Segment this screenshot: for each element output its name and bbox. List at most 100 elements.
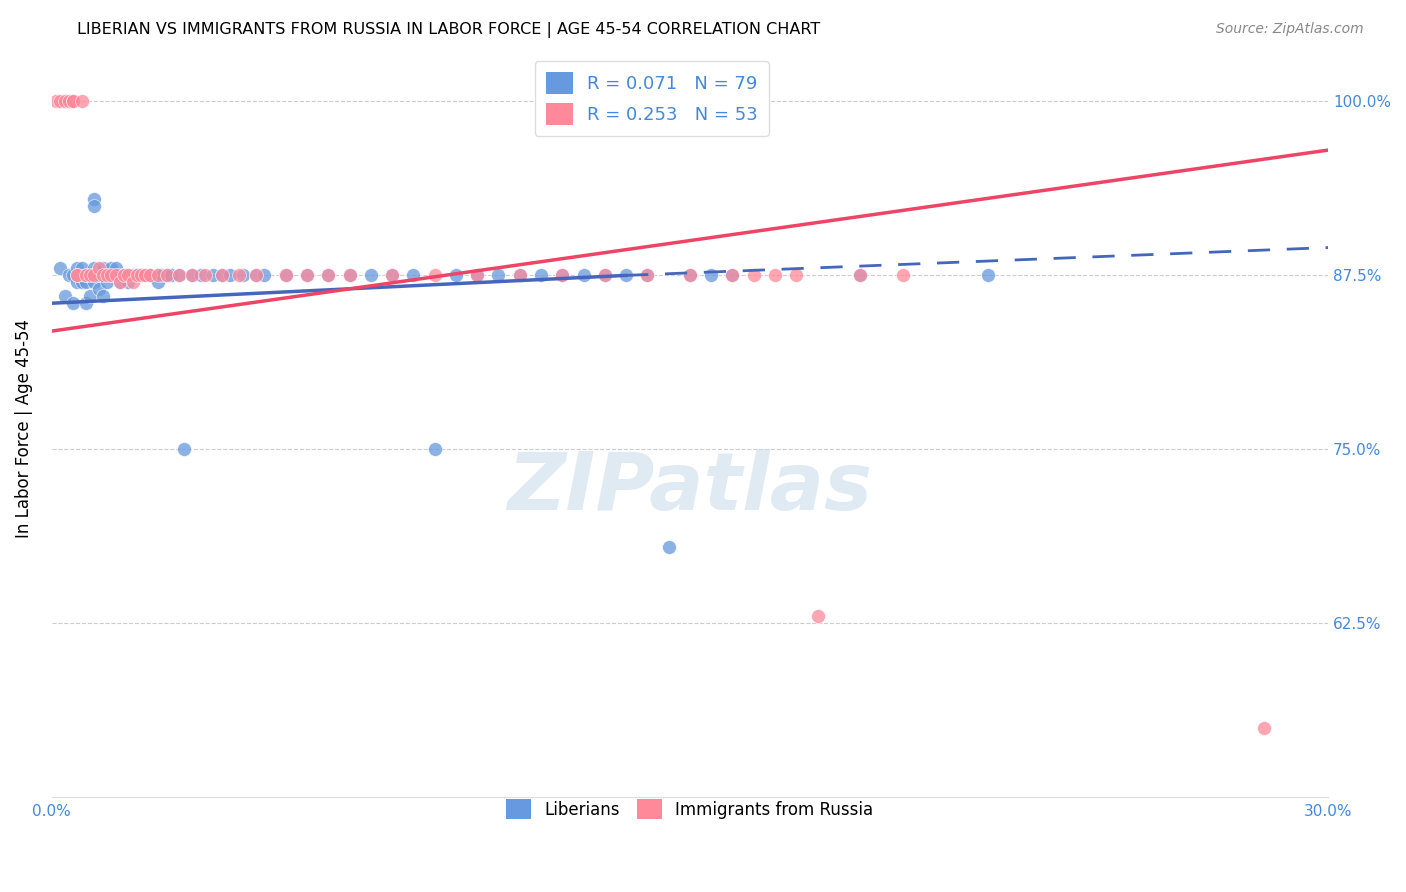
Point: [70, 268, 93, 283]
Point: [274, 268, 297, 283]
Point: [465, 268, 488, 283]
Point: [381, 268, 404, 283]
Point: [593, 268, 616, 283]
Text: ZIPatlas: ZIPatlas: [508, 449, 873, 526]
Point: [202, 268, 225, 283]
Point: [806, 609, 828, 624]
Point: [551, 268, 574, 283]
Point: [75, 268, 97, 283]
Point: [79, 289, 101, 303]
Point: [91, 261, 114, 276]
Point: [117, 268, 139, 283]
Point: [444, 268, 467, 283]
Point: [121, 268, 143, 283]
Point: [211, 268, 233, 283]
Point: [104, 268, 127, 283]
Text: Source: ZipAtlas.com: Source: ZipAtlas.com: [1216, 22, 1364, 37]
Point: [488, 268, 510, 283]
Point: [679, 268, 702, 283]
Point: [58, 95, 80, 109]
Point: [173, 442, 195, 457]
Point: [83, 268, 105, 283]
Point: [112, 268, 135, 283]
Point: [658, 540, 681, 554]
Y-axis label: In Labor Force | Age 45-54: In Labor Force | Age 45-54: [15, 319, 32, 538]
Point: [108, 276, 131, 290]
Point: [232, 268, 254, 283]
Point: [551, 268, 574, 283]
Point: [83, 276, 105, 290]
Point: [849, 268, 872, 283]
Point: [45, 95, 67, 109]
Point: [66, 268, 89, 283]
Point: [104, 261, 127, 276]
Point: [70, 95, 93, 109]
Point: [721, 268, 744, 283]
Point: [274, 268, 297, 283]
Point: [91, 268, 114, 283]
Point: [75, 296, 97, 310]
Point: [636, 268, 658, 283]
Point: [66, 268, 89, 283]
Point: [75, 268, 97, 283]
Point: [402, 268, 425, 283]
Point: [100, 268, 122, 283]
Point: [763, 268, 786, 283]
Point: [121, 276, 143, 290]
Point: [156, 268, 179, 283]
Point: [721, 268, 744, 283]
Point: [96, 268, 118, 283]
Point: [219, 268, 242, 283]
Point: [79, 268, 101, 283]
Point: [160, 268, 183, 283]
Point: [700, 268, 723, 283]
Point: [194, 268, 217, 283]
Point: [134, 268, 156, 283]
Point: [83, 261, 105, 276]
Point: [129, 268, 152, 283]
Point: [245, 268, 267, 283]
Point: [91, 268, 114, 283]
Point: [108, 268, 131, 283]
Point: [117, 268, 139, 283]
Point: [679, 268, 702, 283]
Point: [253, 268, 276, 283]
Point: [360, 268, 382, 283]
Point: [742, 268, 765, 283]
Point: [530, 268, 553, 283]
Point: [62, 268, 84, 283]
Point: [381, 268, 404, 283]
Point: [53, 95, 76, 109]
Point: [150, 268, 173, 283]
Point: [593, 268, 616, 283]
Point: [70, 261, 93, 276]
Point: [87, 261, 110, 276]
Point: [58, 268, 80, 283]
Point: [181, 268, 204, 283]
Point: [117, 276, 139, 290]
Point: [138, 268, 160, 283]
Point: [190, 268, 212, 283]
Point: [53, 289, 76, 303]
Point: [423, 442, 446, 457]
Point: [169, 268, 191, 283]
Point: [100, 268, 122, 283]
Point: [785, 268, 807, 283]
Point: [977, 268, 1000, 283]
Point: [146, 276, 169, 290]
Point: [891, 268, 914, 283]
Point: [129, 268, 152, 283]
Point: [509, 268, 531, 283]
Point: [339, 268, 361, 283]
Point: [211, 268, 233, 283]
Point: [49, 95, 72, 109]
Point: [295, 268, 318, 283]
Point: [146, 268, 169, 283]
Point: [83, 192, 105, 206]
Point: [146, 268, 169, 283]
Point: [49, 261, 72, 276]
Point: [62, 296, 84, 310]
Point: [169, 268, 191, 283]
Point: [104, 268, 127, 283]
Text: LIBERIAN VS IMMIGRANTS FROM RUSSIA IN LABOR FORCE | AGE 45-54 CORRELATION CHART: LIBERIAN VS IMMIGRANTS FROM RUSSIA IN LA…: [77, 22, 821, 38]
